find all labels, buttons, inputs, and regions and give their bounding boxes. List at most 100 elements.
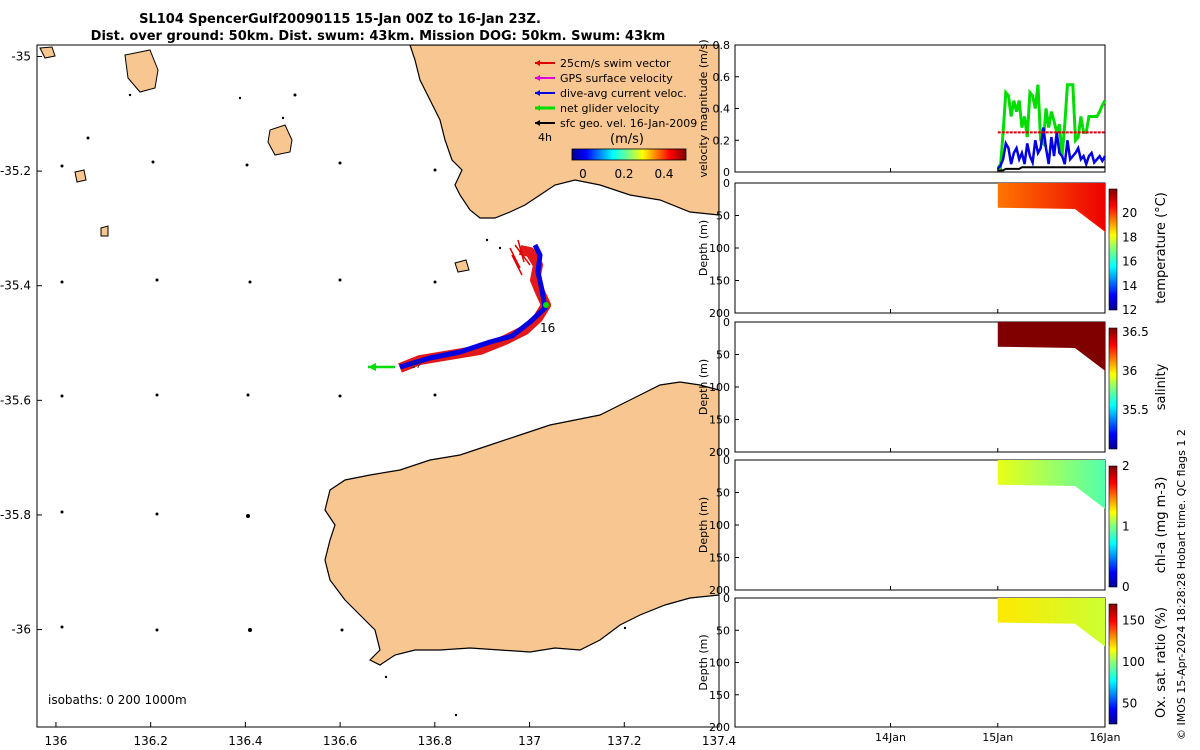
map-colorbar <box>571 148 687 161</box>
series-line-dive-avg-current-veloc- <box>996 127 1107 170</box>
map-legend: 25cm/s swim vector GPS surface velocity … <box>535 57 697 147</box>
isobath-marks <box>60 93 627 717</box>
map-ytick-label: -35.6 <box>0 393 31 407</box>
velocity-ylabel: velocity magnitude (m/s) <box>697 39 710 177</box>
colorbar-tick-label: 2 <box>1122 459 1130 473</box>
depth-tick-label: 100 <box>709 519 730 532</box>
depth-tick-label: 150 <box>709 689 730 702</box>
colorbar-label: temperature (°C) <box>1154 192 1169 304</box>
island-4 <box>74 169 87 183</box>
velocity-ytick-label: 0 <box>723 166 730 179</box>
depth-tick-label: 0 <box>723 592 730 605</box>
map-xtick-label: 136.8 <box>418 734 452 748</box>
map-ytick-label: -36 <box>11 623 31 637</box>
depth-axis-label: Depth (m) <box>697 359 710 415</box>
heatmap-panel-4: 0 50 100 150 200 Depth (m) 50 100 150 Ox. sat. ra… <box>697 592 1169 734</box>
map-frame <box>36 44 720 728</box>
map-xtick-label: 136 <box>44 734 67 748</box>
depth-tick-label: 50 <box>716 487 730 500</box>
colorbar-tick-label: 18 <box>1122 230 1137 244</box>
depth-tick-label: 200 <box>709 446 730 459</box>
map-axes: 136 136.2 136.4 136.6 136.8 137 137.2 137.4 -35 -… <box>0 49 736 748</box>
heatmap-data-region <box>997 598 1105 647</box>
heatmap-panel-2: 0 50 100 150 200 Depth (m) 35.5 36 36.5 salinity <box>697 316 1169 459</box>
depth-tick-label: 0 <box>723 454 730 467</box>
depth-tick-label: 150 <box>709 552 730 565</box>
colorbar-tick-label: 20 <box>1122 206 1137 220</box>
island-2 <box>267 124 293 156</box>
legend-swim-vector: 25cm/s swim vector <box>560 57 671 70</box>
colorbar-tick-label: 36.5 <box>1122 325 1149 339</box>
depth-tick-label: 0 <box>723 177 730 190</box>
velocity-plot-area <box>734 44 1106 173</box>
colorbar <box>1108 188 1118 311</box>
colorbar-tick-label: 36 <box>1122 364 1137 378</box>
colorbar <box>1108 603 1118 725</box>
colorbar-tick-1: 0.2 <box>614 167 633 181</box>
map-xtick-label: 137 <box>518 734 541 748</box>
depth-tick-label: 0 <box>723 316 730 329</box>
heatmap-data-region <box>997 183 1105 232</box>
land-north <box>409 45 719 219</box>
depth-tick-label: 150 <box>709 275 730 288</box>
colorbar-tick-label: 50 <box>1122 696 1137 710</box>
colorbar-tick-label: 14 <box>1122 279 1137 293</box>
velocity-ytick-label: 0.8 <box>713 39 731 52</box>
map-panel: 16 17 25cm/s swim vector GPS surface vel… <box>0 44 736 748</box>
map-ytick-label: -35.4 <box>0 279 31 293</box>
scale-label: 4h <box>538 131 552 144</box>
legend-sfc-geo-vel: sfc geo. vel. 16-Jan-2009 <box>560 117 697 130</box>
island-6 <box>100 225 109 237</box>
velocity-ytick-label: 0.6 <box>713 71 731 84</box>
colorbar-tick-label: 0 <box>1122 580 1130 594</box>
depth-tick-label: 200 <box>709 584 730 597</box>
map-xtick-label: 136.2 <box>133 734 167 748</box>
series-line-net-glider-velocity <box>996 83 1107 170</box>
island-3 <box>39 46 56 59</box>
depth-tick-label: 50 <box>716 349 730 362</box>
legend-dive-avg: dive-avg current veloc. <box>560 87 687 100</box>
heatmap-data-region <box>997 460 1105 509</box>
colorbar-tick-label: 1 <box>1122 520 1130 534</box>
velocity-ytick-label: 0.2 <box>713 134 731 147</box>
colorbar-tick-label: 16 <box>1122 255 1137 269</box>
depth-tick-label: 100 <box>709 242 730 255</box>
glider-track <box>368 239 551 373</box>
depth-tick-label: 200 <box>709 721 730 734</box>
chart-title-line1: SL104 SpencerGulf20090115 15-Jan 00Z to … <box>139 12 541 27</box>
colorbar-label: Ox. sat. ratio (%) <box>1154 607 1169 718</box>
legend-net-velocity: net glider velocity <box>560 102 660 115</box>
depth-tick-label: 200 <box>709 307 730 320</box>
depth-tick-label: 50 <box>716 624 730 637</box>
copyright-note: © IMOS 15-Apr-2024 18:28:28 Hobart time.… <box>1175 429 1188 740</box>
map-xtick-label: 136.6 <box>323 734 357 748</box>
colorbar-label: salinity <box>1154 363 1169 410</box>
time-tick-label: 14Jan <box>875 731 906 744</box>
colorbar-tick-label: 12 <box>1122 303 1137 317</box>
depth-tick-label: 100 <box>709 657 730 670</box>
legend-gps-velocity: GPS surface velocity <box>560 72 673 85</box>
time-tick-label: 15Jan <box>982 731 1013 744</box>
map-ytick-label: -35 <box>11 49 31 63</box>
map-xtick-label: 136.4 <box>228 734 262 748</box>
depth-axis-label: Depth (m) <box>697 497 710 553</box>
map-xtick-label: 137.4 <box>702 734 736 748</box>
colorbar <box>1108 327 1118 450</box>
island-5 <box>454 259 470 273</box>
map-ytick-label: -35.8 <box>0 508 31 522</box>
isobaths-label: isobaths: 0 200 1000m <box>48 693 187 707</box>
velocity-ytick-label: 0.4 <box>713 103 731 116</box>
colorbar-label: chl-a (mg m-3) <box>1154 477 1169 574</box>
colorbar <box>1108 465 1118 588</box>
heatmap-data-region <box>997 322 1105 371</box>
heatmap-panel-3: 0 50 100 150 200 Depth (m) 0 1 2 chl-a (mg m-3) <box>697 454 1169 597</box>
land-south <box>324 381 719 666</box>
heatmap-panel-1: 0 50 100 150 200 Depth (m) 12 14 16 18 20 temperatu… <box>697 177 1169 320</box>
map-ytick-label: -35.2 <box>0 164 31 178</box>
depth-tick-label: 50 <box>716 210 730 223</box>
colorbar-tick-2: 0.4 <box>654 167 673 181</box>
map-xtick-label: 137.2 <box>607 734 641 748</box>
colorbar-tick-0: 0 <box>579 167 587 181</box>
chart-title-line2: Dist. over ground: 50km. Dist. swum: 43k… <box>91 29 666 44</box>
